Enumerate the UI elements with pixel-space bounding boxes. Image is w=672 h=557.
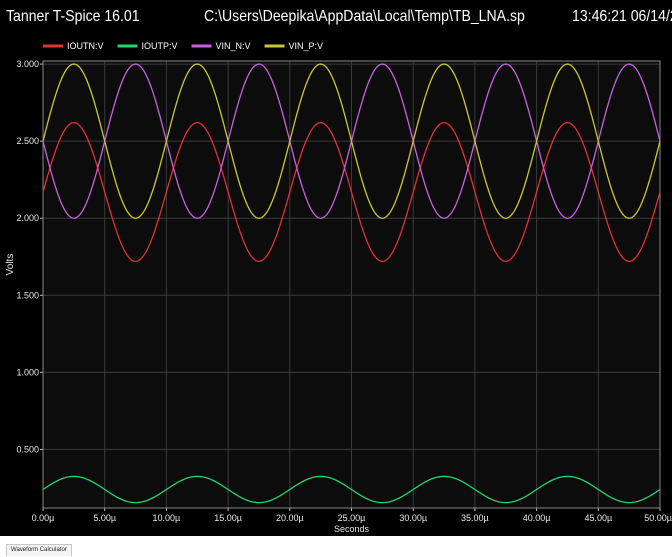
x-tick-label: 35.00µ <box>461 513 489 523</box>
y-tick-label: 0.500 <box>16 444 39 454</box>
waveform-plot[interactable]: 0.500 1.000 1.500 2.000 2.500 3.000 0.00µ 5.00µ… <box>0 34 672 536</box>
legend-label[interactable]: IOUTN:V <box>67 41 104 51</box>
legend-label[interactable]: VIN_N:V <box>216 41 251 51</box>
series-line-ioutn-v[interactable] <box>42 122 661 263</box>
file-path: C:\Users\Deepika\AppData\Local\Temp\TB_L… <box>204 8 525 25</box>
y-tick-label: 3.000 <box>16 59 39 69</box>
y-tick-label: 1.500 <box>16 290 39 300</box>
x-tick-label: 50.00µ <box>644 513 672 523</box>
timestamp: 13:46:21 06/14/21 <box>572 8 672 25</box>
x-tick-label: 10.00µ <box>153 513 181 523</box>
legend-label[interactable]: VIN_P:V <box>289 41 324 51</box>
y-tick-label: 2.500 <box>16 136 39 146</box>
waveform-chart[interactable]: 0.500 1.000 1.500 2.000 2.500 3.000 0.00µ 5.00µ… <box>0 34 672 536</box>
y-tick-label: 2.000 <box>16 213 39 223</box>
x-tick-label: 30.00µ <box>399 513 427 523</box>
x-tick-label: 40.00µ <box>523 513 551 523</box>
footer-bar: Waveform Calculator <box>0 536 672 557</box>
x-tick-label: 25.00µ <box>338 513 366 523</box>
title-bar: Tanner T-Spice 16.01 C:\Users\Deepika\Ap… <box>0 0 672 34</box>
x-axis-label: Seconds <box>334 524 370 534</box>
y-tick-label: 1.000 <box>16 367 39 377</box>
waveform-calculator-tab[interactable]: Waveform Calculator <box>6 544 72 556</box>
plot-frame <box>42 60 661 509</box>
app-title: Tanner T-Spice 16.01 <box>6 8 140 25</box>
series-line-ioutp-v[interactable] <box>42 475 661 504</box>
x-tick-label: 15.00µ <box>214 513 242 523</box>
x-tick-label: 5.00µ <box>93 513 116 523</box>
y-axis-label: Volts <box>5 254 16 276</box>
x-tick-label: 45.00µ <box>584 513 612 523</box>
legend-label[interactable]: IOUTP:V <box>142 41 178 51</box>
x-tick-label: 0.00µ <box>32 513 55 523</box>
series-line-vin-p-v[interactable] <box>42 63 661 219</box>
x-tick-label: 20.00µ <box>276 513 304 523</box>
